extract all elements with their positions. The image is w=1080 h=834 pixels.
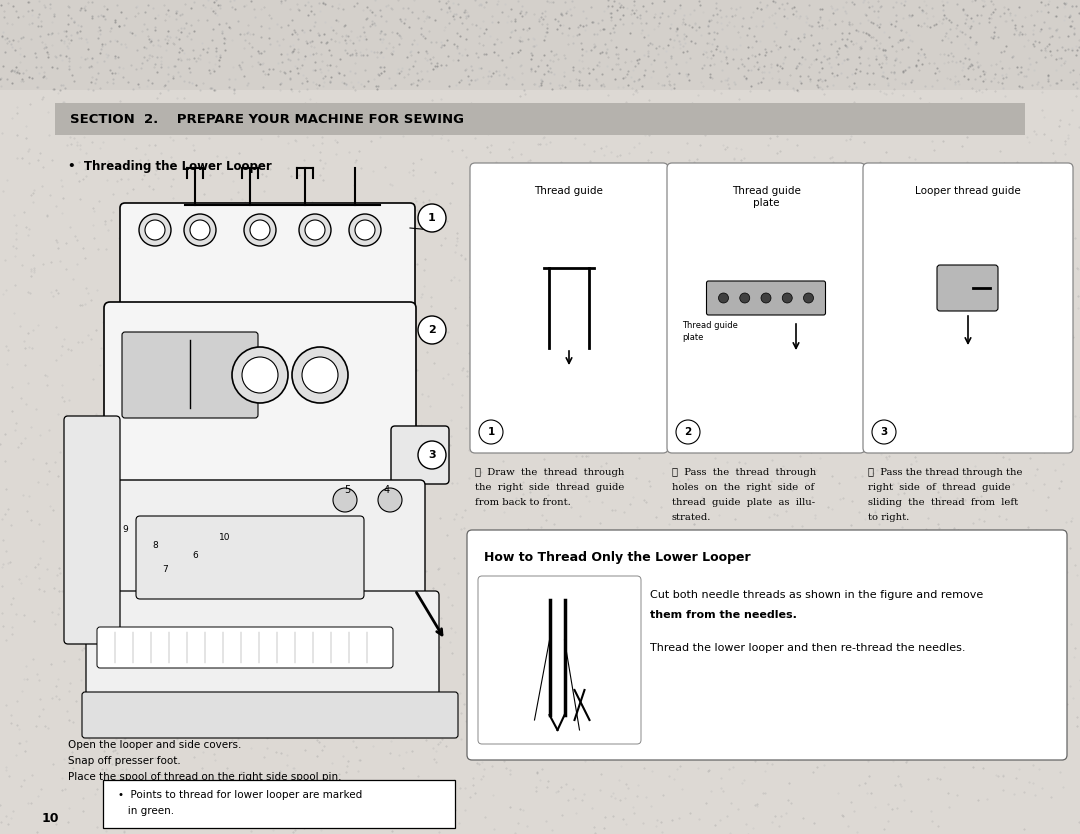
Circle shape — [761, 293, 771, 303]
Circle shape — [480, 420, 503, 444]
Circle shape — [184, 214, 216, 246]
FancyBboxPatch shape — [86, 591, 438, 699]
Circle shape — [740, 293, 750, 303]
FancyBboxPatch shape — [104, 302, 416, 489]
FancyBboxPatch shape — [136, 516, 364, 599]
FancyBboxPatch shape — [64, 416, 120, 644]
Text: Thread guide: Thread guide — [535, 186, 604, 196]
Text: 5: 5 — [343, 485, 350, 495]
Text: ②  Pass  the  thread  through: ② Pass the thread through — [672, 468, 816, 477]
Circle shape — [418, 441, 446, 469]
Text: Looper thread guide: Looper thread guide — [915, 186, 1021, 196]
Text: Place the spool of thread on the right side spool pin.: Place the spool of thread on the right s… — [68, 772, 341, 782]
Text: Thread the lower looper and then re‐thread the needles.: Thread the lower looper and then re‐thre… — [650, 643, 966, 653]
FancyBboxPatch shape — [103, 780, 455, 828]
Circle shape — [242, 357, 278, 393]
Text: right  side  of  thread  guide: right side of thread guide — [868, 483, 1011, 492]
Circle shape — [232, 347, 288, 403]
Text: 2: 2 — [685, 427, 691, 437]
Circle shape — [249, 220, 270, 240]
Text: strated.: strated. — [672, 513, 712, 522]
FancyBboxPatch shape — [391, 426, 449, 484]
Circle shape — [305, 220, 325, 240]
Text: ③  Pass the thread through the: ③ Pass the thread through the — [868, 468, 1023, 477]
FancyBboxPatch shape — [478, 576, 642, 744]
Circle shape — [145, 220, 165, 240]
Text: 8: 8 — [152, 540, 158, 550]
Circle shape — [378, 488, 402, 512]
Circle shape — [418, 204, 446, 232]
Text: 3: 3 — [880, 427, 888, 437]
FancyBboxPatch shape — [97, 627, 393, 668]
Text: Thread guide
plate: Thread guide plate — [731, 186, 800, 208]
FancyBboxPatch shape — [55, 103, 1025, 135]
Text: 1: 1 — [428, 213, 436, 223]
FancyBboxPatch shape — [95, 480, 426, 600]
Text: SECTION  2.    PREPARE YOUR MACHINE FOR SEWING: SECTION 2. PREPARE YOUR MACHINE FOR SEWI… — [70, 113, 464, 125]
FancyBboxPatch shape — [467, 530, 1067, 760]
FancyBboxPatch shape — [470, 163, 669, 453]
FancyBboxPatch shape — [937, 265, 998, 311]
FancyBboxPatch shape — [863, 163, 1074, 453]
Text: 6: 6 — [192, 550, 198, 560]
FancyBboxPatch shape — [120, 203, 415, 318]
Text: sliding  the  thread  from  left: sliding the thread from left — [868, 498, 1018, 507]
Circle shape — [782, 293, 793, 303]
FancyBboxPatch shape — [82, 692, 458, 738]
Circle shape — [190, 220, 210, 240]
FancyBboxPatch shape — [667, 163, 865, 453]
Text: 4: 4 — [383, 485, 390, 495]
FancyBboxPatch shape — [0, 0, 1080, 90]
FancyBboxPatch shape — [706, 281, 825, 315]
Text: Open the looper and side covers.: Open the looper and side covers. — [68, 740, 241, 750]
Text: 10: 10 — [42, 812, 59, 825]
Text: Cut both needle threads as shown in the figure and remove: Cut both needle threads as shown in the … — [650, 590, 983, 600]
Circle shape — [718, 293, 729, 303]
Text: them from the needles.: them from the needles. — [650, 610, 797, 620]
Text: 9: 9 — [122, 525, 127, 535]
Text: to right.: to right. — [868, 513, 909, 522]
Circle shape — [302, 357, 338, 393]
Text: the  right  side  thread  guide: the right side thread guide — [475, 483, 624, 492]
Text: in green.: in green. — [118, 806, 174, 816]
Text: 1: 1 — [487, 427, 495, 437]
Text: from back to front.: from back to front. — [475, 498, 570, 507]
Text: 3: 3 — [428, 450, 436, 460]
Circle shape — [244, 214, 276, 246]
Text: ①  Draw  the  thread  through: ① Draw the thread through — [475, 468, 624, 477]
Circle shape — [872, 420, 896, 444]
Text: •  Threading the Lower Looper: • Threading the Lower Looper — [68, 160, 272, 173]
FancyBboxPatch shape — [122, 332, 258, 418]
Circle shape — [355, 220, 375, 240]
Circle shape — [292, 347, 348, 403]
Circle shape — [299, 214, 330, 246]
Text: 7: 7 — [162, 565, 167, 575]
Circle shape — [676, 420, 700, 444]
Text: plate: plate — [681, 333, 703, 342]
Text: 2: 2 — [428, 325, 436, 335]
Text: holes  on  the  right  side  of: holes on the right side of — [672, 483, 814, 492]
Circle shape — [418, 316, 446, 344]
Text: Snap off presser foot.: Snap off presser foot. — [68, 756, 180, 766]
Circle shape — [333, 488, 357, 512]
Text: Thread guide: Thread guide — [681, 321, 738, 330]
Text: 10: 10 — [219, 534, 231, 542]
Text: How to Thread Only the Lower Looper: How to Thread Only the Lower Looper — [484, 551, 751, 564]
Circle shape — [139, 214, 171, 246]
Circle shape — [804, 293, 813, 303]
Text: thread  guide  plate  as  illu-: thread guide plate as illu- — [672, 498, 815, 507]
Text: •  Points to thread for lower looper are marked: • Points to thread for lower looper are … — [118, 790, 362, 800]
Circle shape — [349, 214, 381, 246]
